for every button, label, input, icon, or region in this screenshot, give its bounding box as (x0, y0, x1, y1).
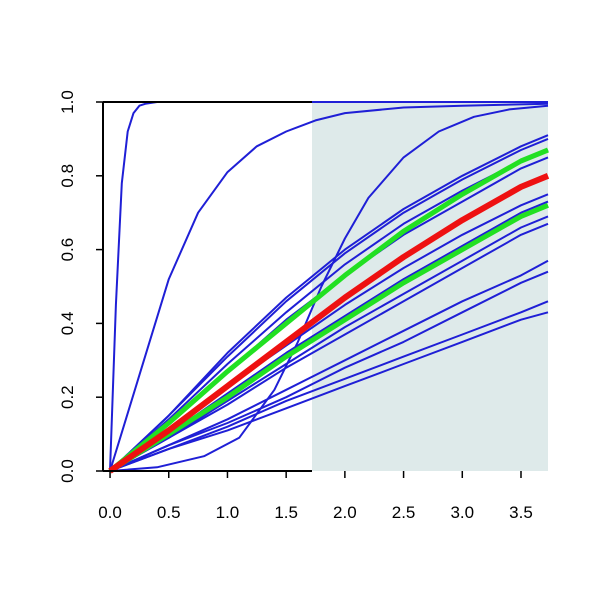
x-tick-label: 0.0 (98, 503, 122, 522)
series-line-11 (109, 222, 549, 472)
y-tick-label: 0.6 (58, 238, 77, 262)
series-line-14 (109, 300, 549, 472)
x-tick-label: 3.5 (509, 503, 533, 522)
y-tick-label: 0.2 (58, 385, 77, 409)
series-line-10 (109, 215, 549, 472)
x-axis-ticks: 0.0 0.5 1.0 1.5 2.0 2.5 3.0 3.5 (98, 471, 533, 522)
x-tick-label: 2.0 (333, 503, 357, 522)
y-tick-label: 0.0 (58, 459, 77, 483)
x-tick-label: 0.5 (157, 503, 181, 522)
x-tick-label: 1.0 (216, 503, 240, 522)
series-line-13 (109, 270, 549, 472)
series-line-15 (109, 311, 549, 472)
series-line-12 (109, 259, 549, 472)
band-line-1 (108, 147, 549, 473)
highlight-line (108, 173, 550, 474)
y-tick-label: 1.0 (58, 90, 77, 114)
y-tick-label: 0.8 (58, 164, 77, 188)
y-tick-label: 0.4 (58, 312, 77, 336)
x-tick-label: 2.5 (392, 503, 416, 522)
y-axis-ticks: 0.0 0.2 0.4 0.6 0.8 1.0 (58, 90, 103, 483)
series-layer (108, 101, 550, 474)
series-line-2 (109, 102, 549, 472)
x-tick-label: 1.5 (274, 503, 298, 522)
series-line-5 (109, 137, 549, 472)
band-line-2 (108, 202, 549, 474)
x-tick-label: 3.0 (450, 503, 474, 522)
